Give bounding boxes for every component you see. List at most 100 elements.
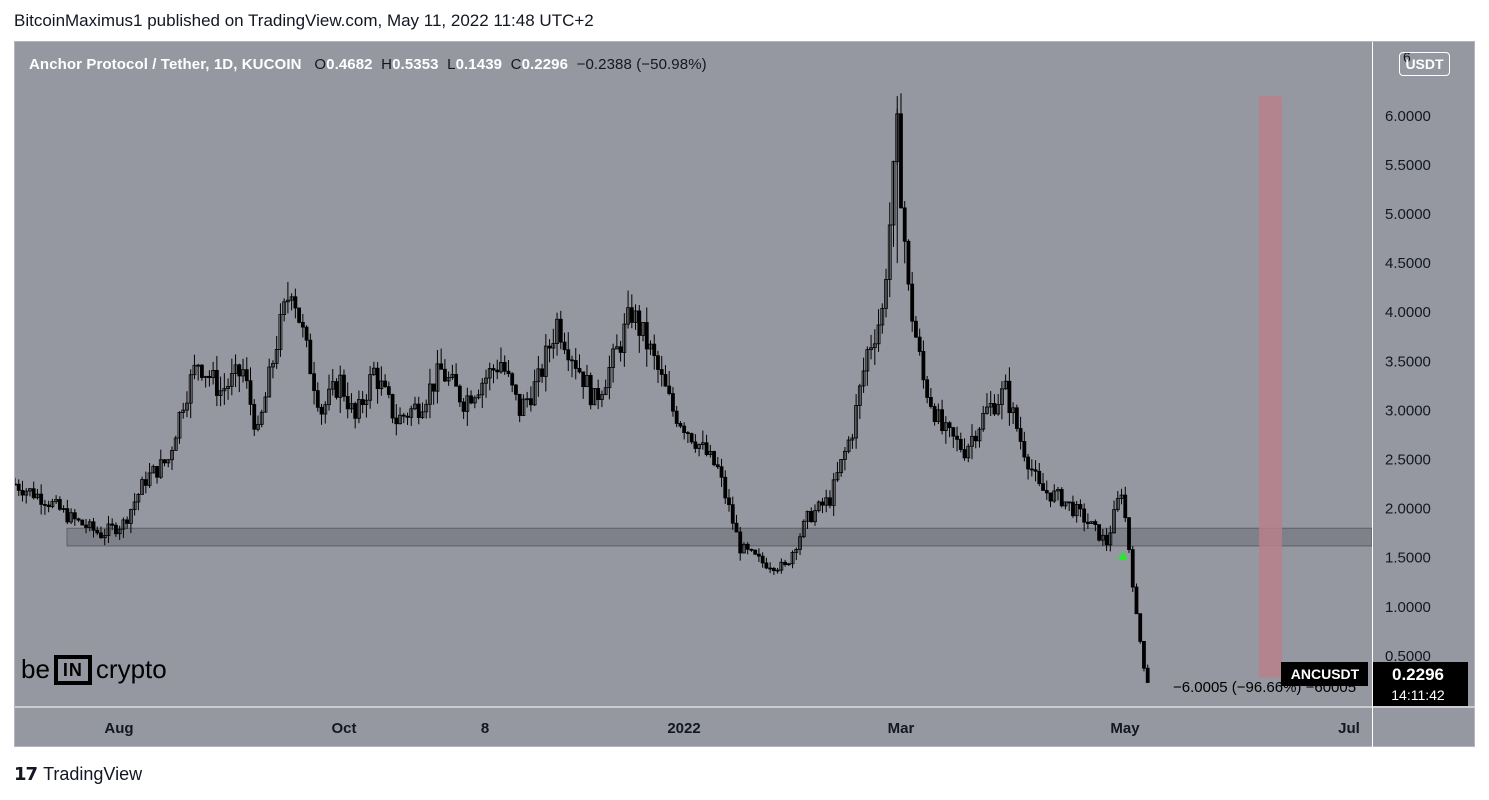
tradingview-logo-icon: 𝟭𝟳 [14, 764, 38, 784]
candle-body [704, 442, 709, 455]
candle-body [1078, 504, 1083, 510]
candle-body [1115, 498, 1120, 511]
candle-body [648, 343, 653, 350]
candle-body [20, 489, 25, 496]
candle-body [1003, 380, 1008, 390]
candle-body [390, 394, 395, 419]
candle-body [495, 369, 500, 373]
candle-body [46, 504, 51, 508]
candle-body [35, 493, 40, 499]
candle-body [1071, 501, 1075, 517]
candle-body [454, 373, 459, 387]
candle-body [914, 320, 918, 338]
candle-body [932, 406, 937, 422]
candle-body [69, 512, 73, 523]
candle-body [106, 523, 111, 536]
currency-badge[interactable]: USDT [1399, 52, 1450, 76]
candle-body [514, 384, 518, 395]
candle-body [693, 441, 698, 449]
watermark-left: be [21, 654, 50, 684]
candle-body [962, 449, 967, 459]
candle-body [334, 381, 339, 398]
candle-body [304, 326, 309, 341]
candle-body [790, 552, 795, 565]
candle-body [271, 362, 275, 368]
candle-body [992, 403, 997, 415]
chart-frame[interactable]: 6.0000 5.5000 5.0000 4.5000 4.0000 3.5000 3.00… [14, 41, 1476, 748]
candle-body [1119, 494, 1124, 499]
price-chart[interactable]: 6.0000 5.5000 5.0000 4.5000 4.0000 3.5000 3.00… [15, 42, 1476, 748]
candle-body [233, 364, 238, 374]
candle-body [375, 367, 380, 390]
candle-body [764, 562, 769, 569]
candle-body [502, 361, 507, 372]
candle-body [110, 523, 115, 526]
candle-body [207, 375, 212, 379]
candle-body [1059, 489, 1064, 507]
candle-body [259, 411, 264, 425]
x-tick-label: Jul [1338, 720, 1360, 737]
candle-body [1089, 521, 1094, 524]
candle-body [16, 483, 21, 491]
candle-body [125, 519, 130, 524]
candle-body [386, 386, 391, 395]
candle-body [543, 345, 548, 377]
candle-body [203, 375, 208, 378]
footer-brand[interactable]: 𝟭𝟳 TradingView [14, 764, 142, 785]
candle-body [805, 510, 810, 522]
candle-body [951, 427, 956, 437]
candle-body [401, 414, 406, 417]
candle-body [592, 388, 597, 406]
candle-body [218, 390, 223, 396]
candle-body [1014, 407, 1019, 429]
candle-body [966, 445, 971, 459]
candle-body [775, 569, 780, 572]
candle-body [824, 497, 829, 506]
candle-body [28, 488, 32, 492]
candle-body [831, 479, 836, 506]
candle-body [1067, 501, 1072, 504]
candle-body [431, 383, 436, 392]
y-tick-label: 2.5000 [1385, 452, 1431, 469]
candle-body [1052, 490, 1057, 502]
footer-brand-label: TradingView [43, 764, 143, 784]
candle-body [865, 349, 870, 372]
candle-body [114, 524, 118, 535]
candle-body [936, 409, 941, 422]
candle-body [214, 370, 219, 396]
candle-body [1056, 489, 1060, 492]
candle-body [102, 535, 107, 539]
x-tick-label: Oct [331, 720, 356, 737]
candle-body [596, 388, 601, 400]
candle-body [345, 395, 350, 410]
candle-body [491, 368, 496, 371]
candle-body [880, 307, 885, 326]
candle-body [443, 368, 447, 382]
candle-body [330, 381, 335, 390]
candle-body [1063, 501, 1068, 507]
candle-body [715, 464, 720, 468]
candle-body [1108, 532, 1113, 546]
candle-body [211, 370, 216, 379]
candle-body [379, 380, 384, 390]
candle-body [678, 423, 683, 427]
candle-body [278, 314, 283, 350]
candle-body [248, 380, 253, 405]
x-tick-label: Aug [104, 720, 133, 737]
y-tick-label: 2.0000 [1385, 501, 1431, 518]
candle-body [798, 536, 802, 550]
axis-layer: 6.0000 5.5000 5.0000 4.5000 4.0000 3.5000 3.00… [15, 42, 1476, 748]
candle-body [581, 371, 586, 388]
candle-body [846, 439, 851, 452]
candle-body [708, 451, 713, 455]
y-tick-label: 5.5000 [1385, 157, 1431, 174]
candle-body [536, 368, 541, 383]
candle-body [1104, 534, 1109, 546]
candle-body [15, 483, 17, 486]
candle-body [872, 343, 877, 349]
candle-body [241, 369, 245, 377]
candle-body [738, 531, 743, 554]
legend-close-value: 0.2296 [521, 56, 569, 73]
candle-body [282, 301, 287, 315]
